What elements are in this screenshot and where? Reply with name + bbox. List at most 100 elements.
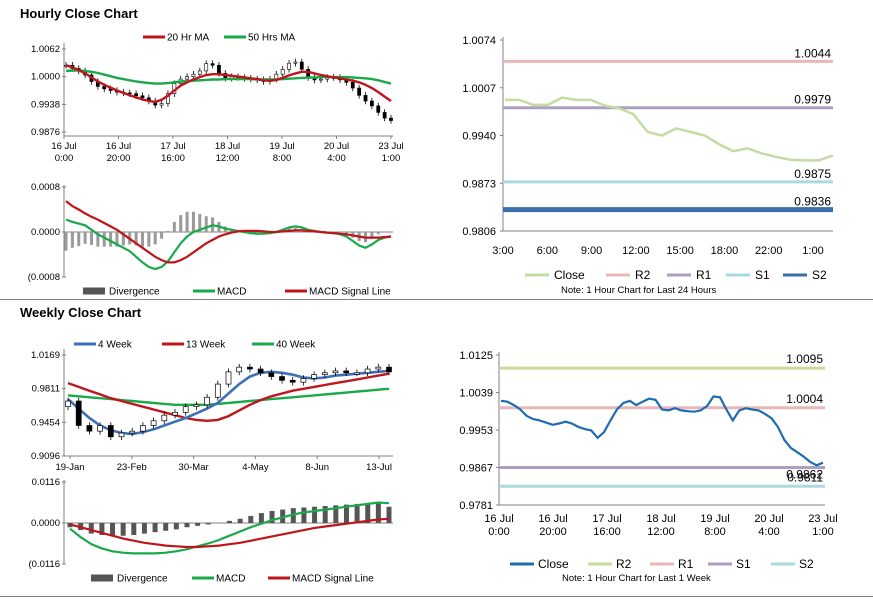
weekly-price-xtick-label: 19-Jan: [55, 462, 84, 473]
weekly-divergence-bar: [343, 504, 349, 523]
weekly-levels-note: Note: 1 Hour Chart for Last 1 Week: [562, 573, 711, 584]
hourly-price-ytick-label: 0.9938: [31, 99, 60, 110]
hourly-divergence-bar: [83, 232, 87, 244]
weekly-candle-body: [268, 372, 275, 377]
weekly-candle-body: [65, 400, 71, 408]
hourly-divergence-bar: [179, 215, 183, 232]
hourly-levels-legend-label: S1: [755, 268, 770, 282]
hourly-candle-body: [102, 86, 107, 90]
weekly-candle-body: [289, 379, 296, 383]
weekly-price-xtick-label: 8-Jun: [305, 462, 329, 473]
hourly-level-s2-label: 0.9836: [794, 195, 831, 209]
hourly-levels-ytick-label: 0.9940: [462, 131, 496, 143]
hourly-divergence-bar: [153, 232, 157, 245]
hourly-candle-body: [191, 73, 196, 77]
weekly-levels-ytick-label: 1.0039: [459, 388, 493, 400]
hourly-price-xtick-label: 1:00: [382, 153, 401, 164]
weekly-candle-body: [214, 383, 221, 398]
hourly-levels-ytick-label: 0.9806: [462, 226, 496, 238]
weekly-divergence-legend-swatch: [91, 574, 113, 582]
hourly-divergence-bar: [191, 211, 195, 232]
hourly-macd-ytick-label: 0.0008: [31, 182, 60, 193]
weekly-candle-body: [86, 425, 93, 432]
hourly-divergence-bar: [115, 232, 119, 247]
weekly-divergence-bar: [152, 523, 158, 533]
weekly-divergence-bar: [205, 523, 211, 525]
weekly-divergence-bar: [386, 506, 392, 523]
hourly-price-xtick-label: 19 Jul: [269, 141, 294, 152]
weekly-level-r2-label: 1.0095: [786, 352, 823, 366]
hourly-candle-body: [140, 95, 145, 99]
weekly-candle-body: [375, 366, 382, 370]
weekly-levels-xtick-label: 1:00: [812, 526, 833, 538]
weekly-levels-ytick-label: 0.9953: [459, 425, 493, 437]
hourly-divergence-bar: [89, 232, 93, 245]
weekly-candle-body: [140, 425, 146, 432]
hourly-divergence-bar: [134, 232, 138, 246]
weekly-price-ytick-label: 0.9811: [32, 384, 60, 395]
hourly-price-chart: 1.0062 1.0000 0.9938 0.9876 20 Hr MA 50 Hrs M…: [31, 33, 404, 165]
bottom-divider: [0, 596, 873, 597]
hourly-divergence-bar: [344, 232, 348, 235]
weekly-levels-xtick-label: 19 Jul: [700, 513, 729, 525]
w40-line: [67, 387, 390, 407]
hourly-levels-xtick-label: 15:00: [666, 245, 694, 257]
weekly-price-ytick-label: 0.9096: [31, 451, 60, 462]
weekly-candle-body: [97, 425, 103, 432]
hourly-candle-body: [293, 61, 298, 64]
hourly-macd-line: [65, 218, 392, 271]
ma20-line: [65, 64, 392, 104]
weekly-levels-xtick-label: 23 Jul: [808, 513, 837, 525]
ma20-legend-label: 20 Hr MA: [167, 33, 210, 44]
hourly-level-r2-label: 1.0044: [794, 46, 831, 60]
weekly-candle-body: [279, 376, 285, 381]
hourly-candle-body: [369, 100, 374, 107]
hourly-levels-legend-label: Close: [554, 268, 585, 282]
weekly-divergence-bar: [269, 510, 275, 523]
weekly-macd-ytick-label: (0.0116: [28, 559, 60, 570]
ma50-legend-label: 50 Hrs MA: [248, 33, 296, 44]
w13-legend-label: 13 Week: [186, 340, 226, 351]
hourly-divergence-bar: [185, 211, 189, 232]
hourly-divergence-bar: [121, 232, 125, 246]
weekly-divergence-bar: [237, 518, 243, 523]
hourly-candle-body: [382, 112, 387, 119]
weekly-level-r1-label: 1.0004: [786, 392, 823, 406]
hourly-macd-ytick-label: (0.0008: [28, 272, 60, 283]
hourly-candle-body: [204, 63, 209, 72]
weekly-divergence-bar: [248, 515, 254, 523]
weekly-levels-xtick-label: 4:00: [758, 526, 779, 538]
weekly-price-xtick-label: 4-May: [242, 462, 269, 473]
hourly-divergence-legend-swatch: [83, 287, 105, 295]
weekly-levels-legend-label: R2: [616, 557, 632, 571]
hourly-divergence-bar: [70, 232, 74, 248]
w13-line: [67, 372, 390, 423]
weekly-signal-legend-label: MACD Signal Line: [292, 574, 374, 585]
ma50-line: [65, 69, 392, 85]
hourly-levels-legend-label: S2: [812, 268, 827, 282]
hourly-price-xtick-label: 16 Jul: [51, 141, 76, 152]
weekly-divergence-bar: [120, 523, 126, 536]
weekly-price-xtick-label: 30-Mar: [179, 462, 209, 473]
weekly-section-title: Weekly Close Chart: [20, 305, 142, 320]
hourly-price-ytick-label: 1.0000: [31, 72, 60, 83]
weekly-candle-body: [75, 400, 82, 426]
weekly-divergence-bar: [184, 523, 190, 528]
weekly-close-line: [500, 395, 824, 467]
weekly-divergence-bar: [301, 507, 307, 523]
hourly-levels-xtick-label: 1:00: [802, 245, 823, 257]
hourly-divergence-bar: [383, 232, 387, 233]
weekly-divergence-bar: [365, 503, 371, 523]
hourly-levels-xtick-label: 6:00: [537, 245, 558, 257]
weekly-candle-body: [118, 432, 125, 438]
hourly-price-xtick-label: 20:00: [107, 153, 131, 164]
weekly-candle-body: [257, 368, 264, 374]
weekly-divergence-bar: [322, 506, 328, 523]
weekly-divergence-bar: [110, 523, 116, 536]
weekly-candle-body: [129, 430, 136, 434]
weekly-levels-xtick-label: 17 Jul: [592, 513, 621, 525]
hourly-divergence-bar: [166, 230, 170, 232]
hourly-candle-body: [389, 117, 393, 121]
hourly-candle-body: [159, 103, 164, 106]
